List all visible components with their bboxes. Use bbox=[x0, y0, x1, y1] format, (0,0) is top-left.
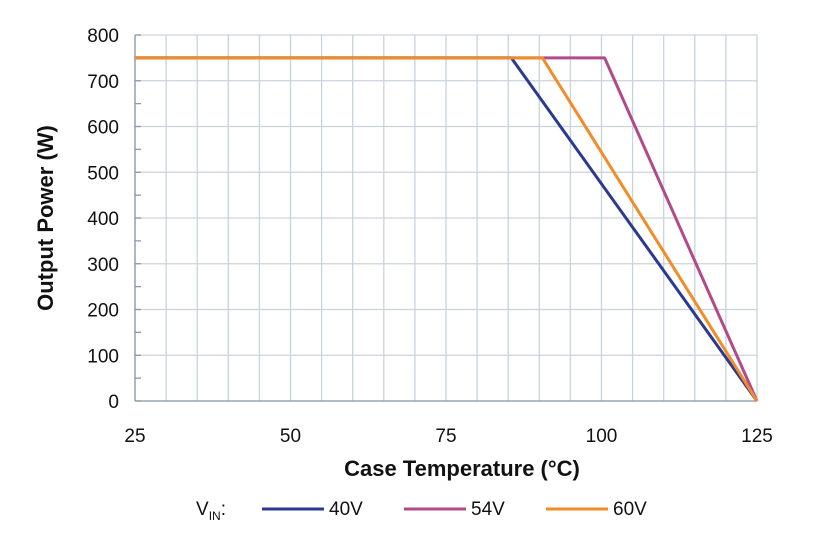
tick-labels: 0 100 200 300 400 500 600 700 800 25 50 75 100 125 bbox=[87, 26, 773, 447]
legend-label: 60V bbox=[613, 499, 647, 520]
series-lines bbox=[135, 56, 759, 402]
legend: VIN: 40V 54V 60V bbox=[196, 499, 647, 523]
x-axis-title: Case Temperature (°C) bbox=[344, 456, 580, 481]
legend-prefix: VIN: bbox=[196, 499, 226, 523]
series-line-60v bbox=[135, 56, 759, 402]
legend-prefix-colon: : bbox=[221, 499, 226, 520]
y-tick-label: 600 bbox=[87, 118, 119, 139]
y-tick-label: 700 bbox=[87, 72, 119, 93]
x-tick-label: 100 bbox=[586, 426, 618, 447]
axes bbox=[134, 34, 757, 402]
y-tick-label: 200 bbox=[87, 301, 119, 322]
y-tick-label: 0 bbox=[108, 392, 119, 413]
x-tick-label: 50 bbox=[280, 426, 301, 447]
y-tick-label: 500 bbox=[87, 163, 119, 184]
x-tick-label: 25 bbox=[124, 426, 145, 447]
x-tick-label: 125 bbox=[741, 426, 773, 447]
legend-label: 40V bbox=[329, 499, 363, 520]
y-tick-label: 800 bbox=[87, 26, 119, 47]
legend-prefix-sub: IN bbox=[209, 509, 221, 523]
legend-prefix-main: V bbox=[196, 499, 209, 520]
y-tick-label: 400 bbox=[87, 209, 119, 230]
y-tick-label: 300 bbox=[87, 255, 119, 276]
y-tick-label: 100 bbox=[87, 346, 119, 367]
y-axis-title: Output Power (W) bbox=[33, 125, 58, 311]
x-tick-label: 75 bbox=[435, 426, 456, 447]
legend-label: 54V bbox=[471, 499, 505, 520]
grid bbox=[134, 34, 758, 402]
